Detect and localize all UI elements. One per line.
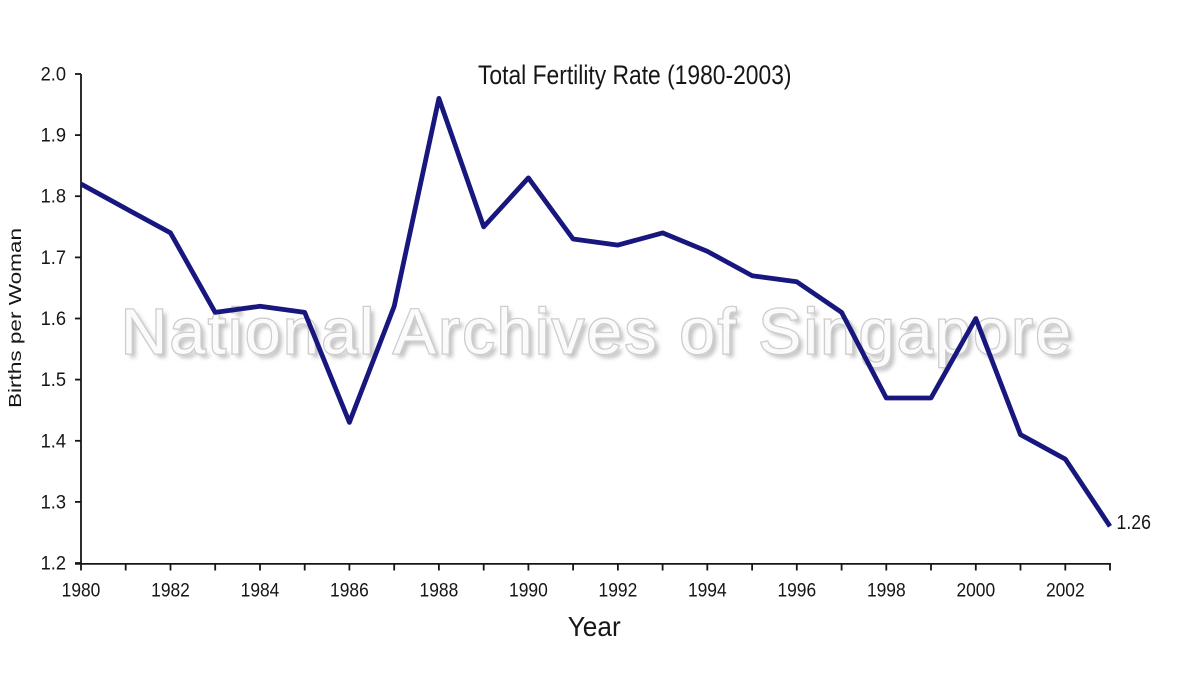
svg-text:1.8: 1.8 (41, 186, 66, 208)
svg-text:1.4: 1.4 (41, 430, 67, 452)
svg-text:1982: 1982 (151, 580, 190, 602)
svg-text:1980: 1980 (62, 580, 101, 602)
svg-text:2.0: 2.0 (41, 64, 67, 86)
svg-text:1.7: 1.7 (41, 247, 66, 269)
svg-text:1984: 1984 (241, 580, 280, 602)
svg-text:1.9: 1.9 (41, 125, 66, 147)
svg-text:1992: 1992 (599, 580, 638, 602)
svg-text:Total Fertility Rate (1980-200: Total Fertility Rate (1980-2003) (478, 60, 792, 90)
svg-text:1.2: 1.2 (41, 553, 66, 575)
svg-text:2000: 2000 (956, 580, 995, 602)
svg-text:1.26: 1.26 (1117, 512, 1151, 534)
svg-text:1.3: 1.3 (41, 491, 66, 513)
svg-text:1990: 1990 (509, 580, 548, 602)
svg-text:1.5: 1.5 (41, 369, 67, 391)
svg-text:Year: Year (568, 611, 621, 642)
svg-text:1996: 1996 (777, 580, 816, 602)
svg-text:1.6: 1.6 (41, 308, 66, 330)
svg-text:1998: 1998 (867, 580, 906, 602)
svg-text:1994: 1994 (688, 580, 727, 602)
svg-text:1986: 1986 (330, 580, 369, 602)
svg-text:1988: 1988 (420, 580, 459, 602)
svg-text:2002: 2002 (1046, 580, 1085, 602)
svg-text:Births per Woman: Births per Woman (5, 228, 25, 408)
